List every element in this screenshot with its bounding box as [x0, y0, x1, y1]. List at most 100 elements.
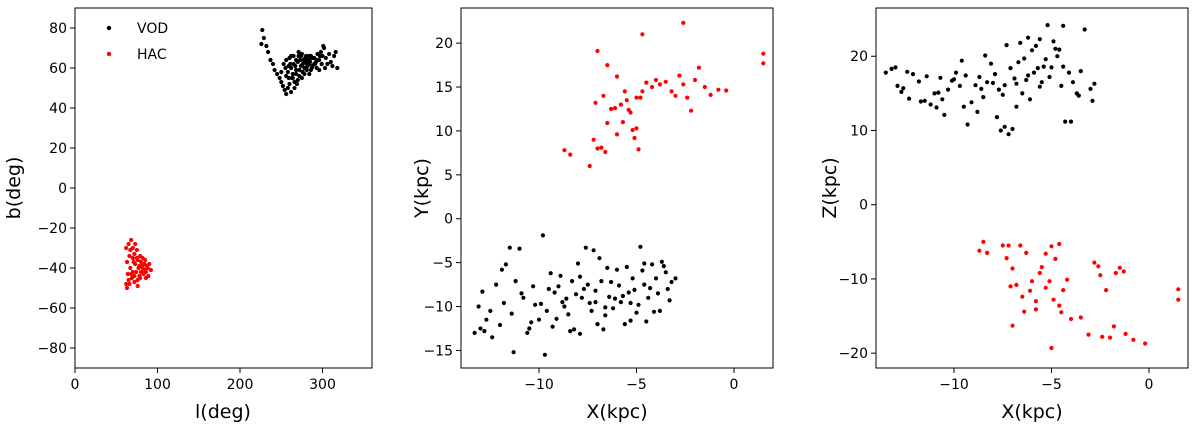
panel-xz-point-vod	[1004, 43, 1009, 48]
panel-xz-point-vod	[1002, 124, 1007, 129]
panel-xy-xtick-label: 0	[730, 377, 739, 393]
panel-xy-point-vod	[484, 317, 489, 322]
panel-lb-point-vod	[283, 65, 288, 71]
panel-xz-point-vod	[1041, 64, 1046, 69]
panel-lb-point-vod	[332, 53, 337, 59]
panel-xz-point-hac	[1010, 323, 1015, 328]
panel-xz-point-hac	[1061, 288, 1066, 293]
panel-xz-point-hac	[1049, 345, 1054, 351]
panel-xz-point-vod	[1043, 57, 1048, 62]
panel-xy-point-vod	[603, 305, 608, 310]
panel-xz-point-hac	[1027, 288, 1033, 293]
panel-xy-point-vod	[593, 300, 598, 305]
panel-xy-point-vod	[507, 245, 512, 250]
panel-xy-point-vod	[646, 295, 651, 300]
panel-xy-point-hac	[685, 95, 690, 100]
panel-xy-point-vod	[570, 279, 575, 284]
panel-xy-point-vod	[595, 322, 600, 327]
panel-xy-point-vod	[591, 248, 596, 253]
panel-xz-point-vod	[1018, 40, 1023, 46]
panel-lb-point-hac	[130, 255, 135, 261]
panel-xy-xtick-label: −10	[524, 377, 554, 393]
panel-lb-point-vod	[310, 55, 315, 61]
panel-xy-point-vod	[607, 294, 612, 299]
panel-xy-point-hac	[677, 73, 682, 78]
panel-xz-point-vod	[1070, 80, 1076, 85]
panel-lb-point-hac	[124, 259, 130, 265]
panel-xz-point-vod	[992, 72, 998, 77]
panel-xy-point-vod	[552, 290, 557, 295]
panel-lb-point-vod	[304, 61, 309, 67]
panel-xz-point-vod	[1092, 81, 1097, 86]
panel-xy-point-vod	[519, 291, 524, 296]
panel-xy-point-hac	[634, 126, 639, 131]
panel-xy-point-vod	[609, 279, 614, 285]
panel-xy-ytick-label: −10	[423, 300, 453, 316]
panel-lb-point-vod	[266, 49, 271, 55]
panel-xy-point-vod	[644, 319, 649, 324]
panel-lb-point-hac	[148, 267, 153, 273]
panel-lb-point-vod	[280, 83, 285, 89]
panel-lb-point-vod	[284, 73, 289, 79]
panel-xz-point-vod	[1010, 126, 1015, 132]
panel-xz-point-vod	[1078, 69, 1083, 74]
panel-lb: 0 100 200 300 −80 −60 −40 −20 0 20 40 60 80 l(deg) b…	[3, 7, 373, 423]
panel-xz-xlabel: X(kpc)	[1001, 401, 1062, 423]
panel-lb-point-vod	[301, 57, 306, 63]
panel-xy-point-hac	[591, 137, 596, 142]
panel-xz-point-hac	[1006, 243, 1011, 248]
panel-xz-point-hac	[1039, 265, 1044, 270]
panel-xy-point-vod	[624, 264, 629, 270]
panel-xy-point-vod	[589, 308, 594, 313]
panel-xy-xtick-label: −5	[626, 377, 647, 393]
panel-xy-frame	[460, 7, 774, 369]
panel-xz-point-hac	[1049, 244, 1054, 249]
panel-xy-point-vod	[630, 276, 635, 281]
panel-xz-point-vod	[1026, 73, 1031, 78]
panel-xy-ytick-label: −5	[432, 256, 453, 272]
panel-lb-xtick-label: 100	[144, 377, 171, 393]
panel-xy-point-vod	[665, 286, 670, 292]
panel-xy-point-vod	[560, 300, 565, 305]
panel-xy-point-hac	[605, 63, 610, 68]
panel-xz-point-vod	[963, 73, 968, 78]
panel-xz-point-vod	[957, 83, 963, 88]
panel-xy-point-hac	[630, 127, 635, 133]
panel-lb-point-hac	[127, 253, 132, 259]
panel-lb-point-vod	[281, 61, 286, 67]
panel-xz-point-vod	[969, 100, 974, 105]
panel-lb-point-vod	[307, 71, 312, 77]
panel-lb-point-hac	[140, 255, 145, 261]
legend: VOD HAC	[106, 21, 168, 63]
panel-xz-point-vod	[1063, 119, 1068, 124]
panel-xz-ytick-label: 10	[850, 123, 868, 139]
panel-xz-point-vod	[1014, 104, 1019, 109]
panel-xz-ytick-label: 20	[850, 49, 868, 65]
panel-lb-ytick-label: −60	[37, 301, 67, 317]
panel-xy-point-vod	[583, 245, 588, 250]
panel-lb-point-vod	[297, 67, 302, 73]
panel-lb-point-vod	[289, 75, 295, 81]
panel-xz-point-vod	[1061, 23, 1066, 28]
panel-xz-xtick-label: 0	[1145, 377, 1154, 393]
panel-lb-point-hac	[144, 263, 149, 269]
panel-lb-ytick-label: 40	[49, 101, 67, 117]
panel-xz-points	[883, 23, 1181, 351]
panel-xz-point-vod	[1000, 92, 1005, 97]
panel-xz-point-vod	[951, 77, 957, 82]
panel-xz-point-hac	[1143, 341, 1148, 346]
panel-lb-point-vod	[294, 71, 299, 77]
panel-xz-point-hac	[1111, 324, 1116, 329]
panel-xz-point-vod	[1090, 98, 1095, 103]
panel-xy-point-vod	[628, 300, 633, 306]
panel-xy-point-hac	[632, 135, 637, 141]
panel-xz-point-hac	[1059, 310, 1064, 315]
panel-xy-point-hac	[692, 77, 698, 83]
panel-xz-point-vod	[936, 90, 941, 95]
panel-lb-point-hac	[131, 259, 136, 265]
panel-xy-ytick-label: 0	[444, 212, 453, 228]
panel-lb-point-vod	[272, 67, 277, 73]
panel-xz-point-hac	[1047, 279, 1052, 284]
panel-xy-point-vod	[513, 279, 518, 284]
panel-xy-point-vod	[616, 283, 622, 288]
